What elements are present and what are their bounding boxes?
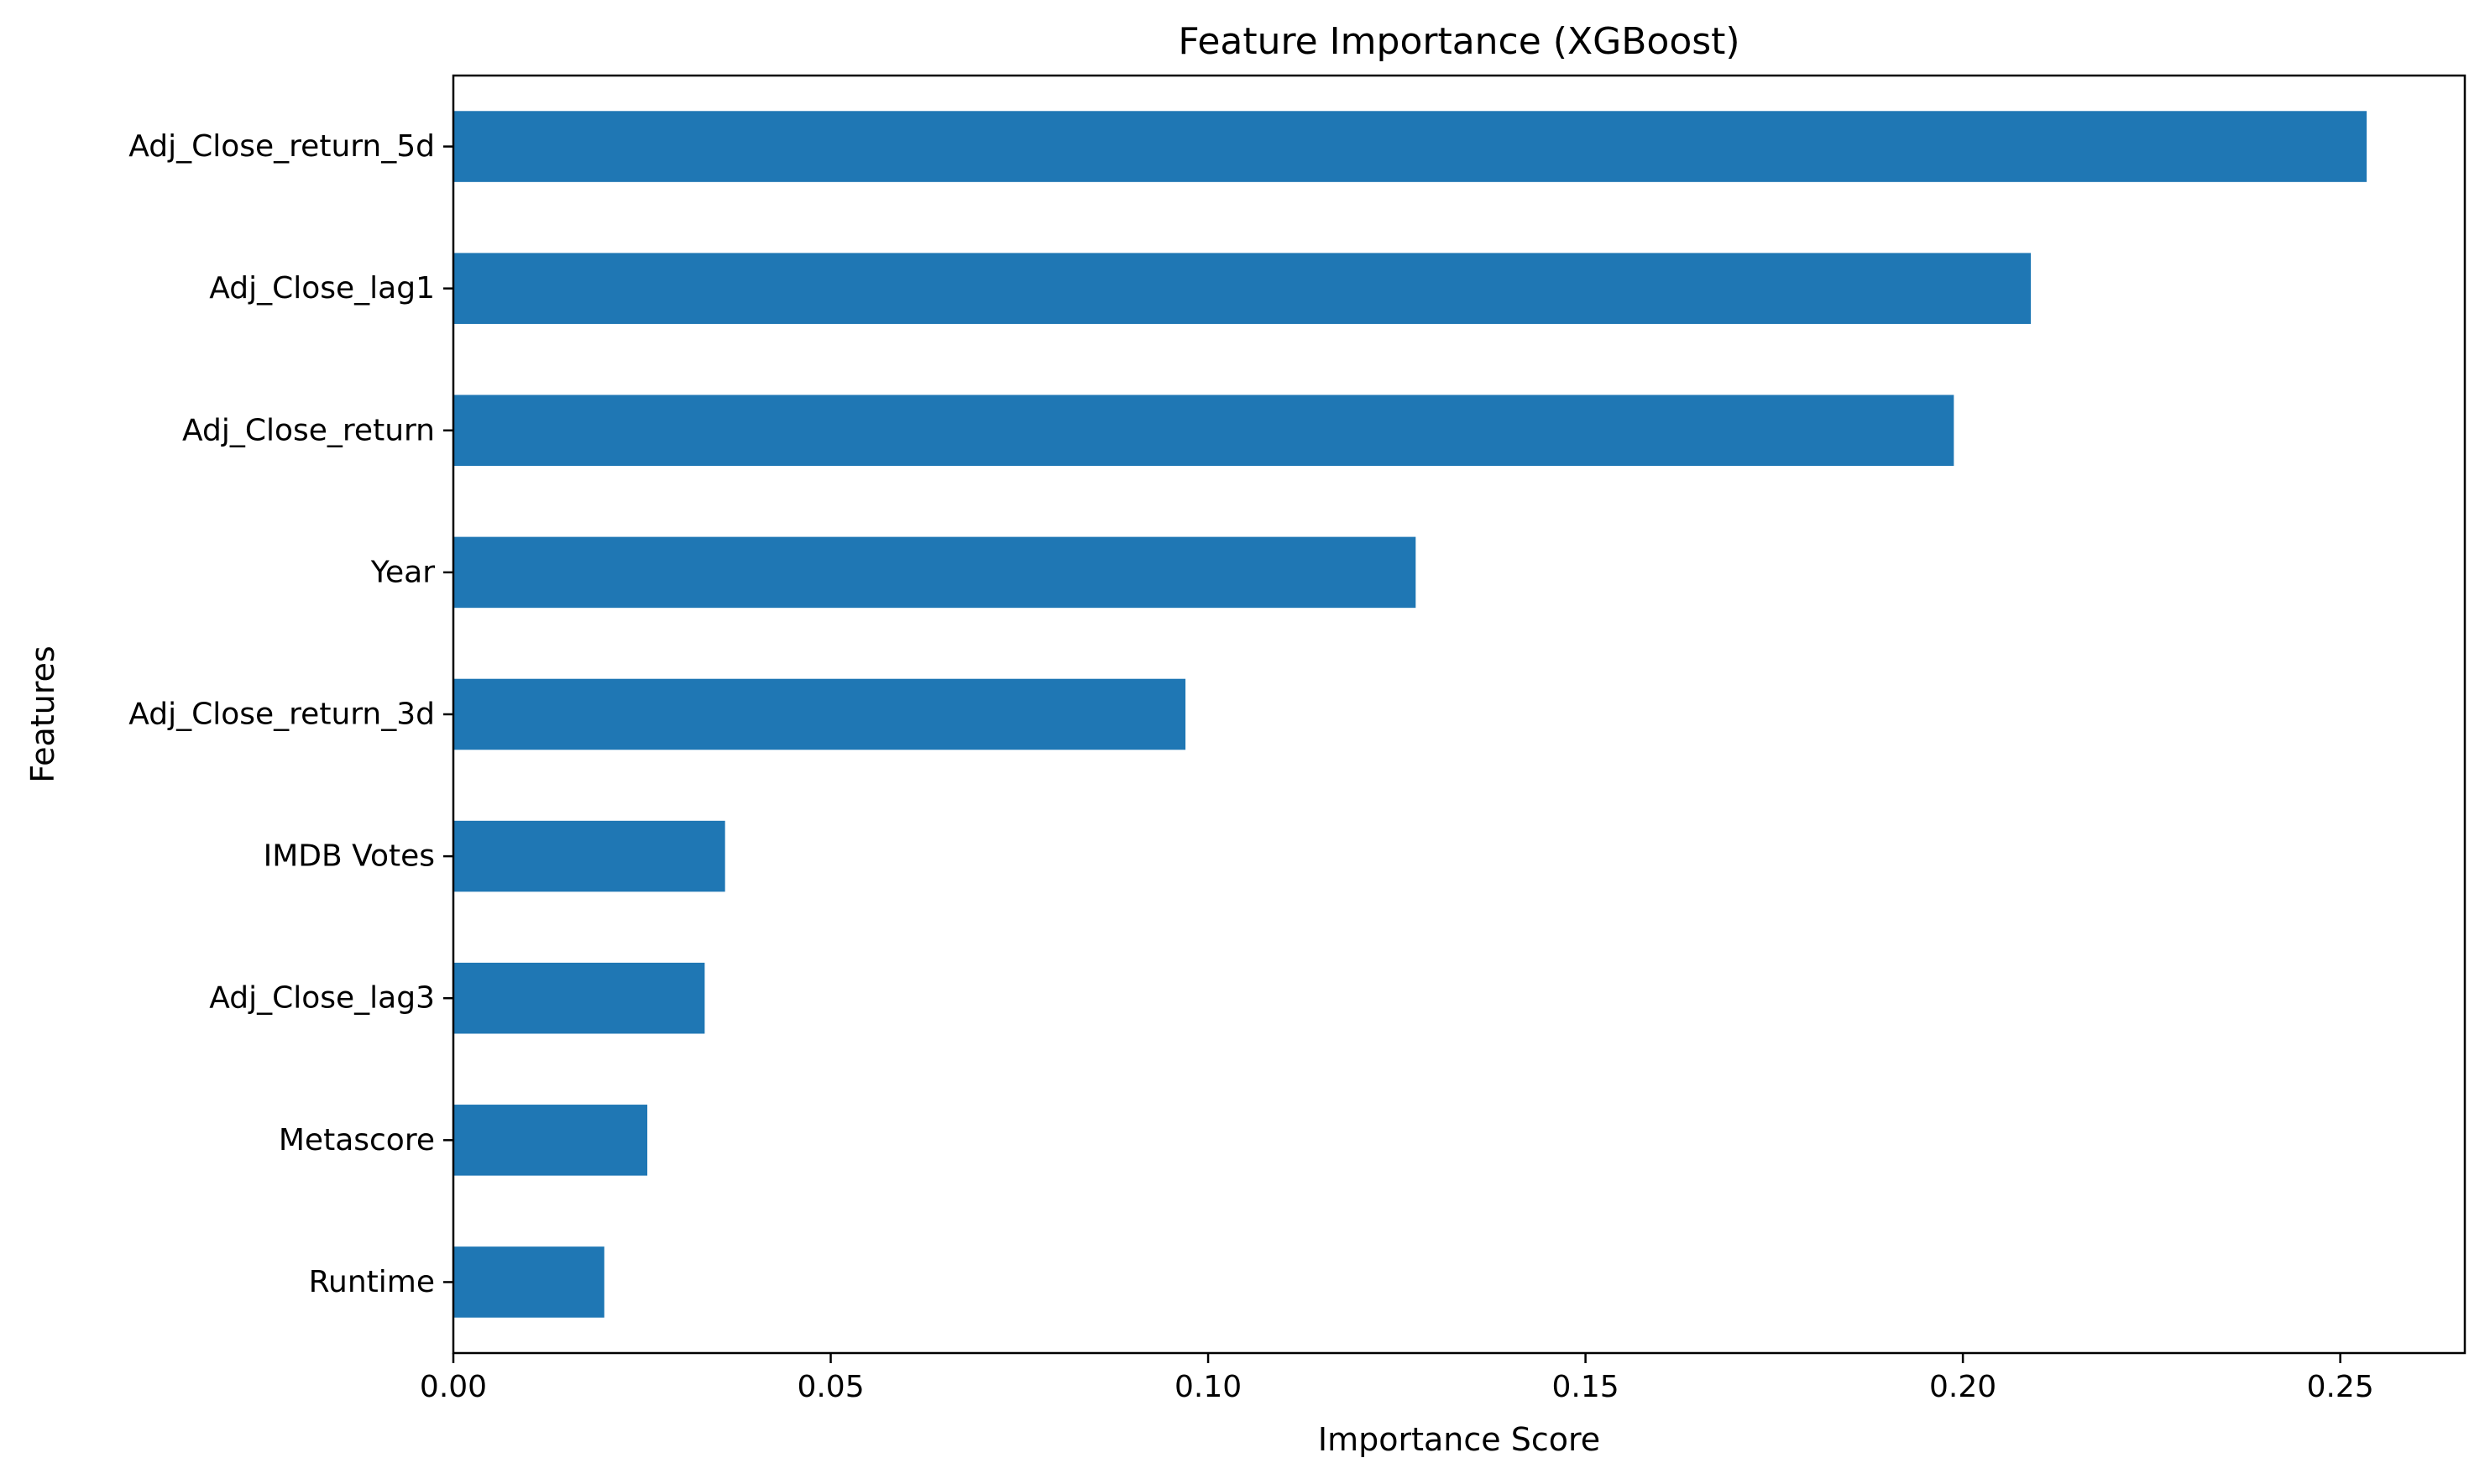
x-tick-label: 0.05 [797, 1370, 864, 1404]
bar [453, 1246, 604, 1318]
chart-title: Feature Importance (XGBoost) [1178, 20, 1739, 63]
x-tick-label: 0.00 [420, 1370, 487, 1404]
bar [453, 962, 705, 1034]
y-tick-label: Adj_Close_lag3 [209, 981, 435, 1016]
y-tick-label: Metascore [279, 1123, 435, 1157]
y-tick-label: Adj_Close_return [182, 413, 435, 447]
bar [453, 1105, 648, 1176]
bar [453, 253, 2032, 324]
x-tick-label: 0.10 [1174, 1370, 1242, 1404]
bars-group [453, 111, 2367, 1318]
x-axis-label: Importance Score [1318, 1421, 1600, 1458]
y-tick-label: Year [370, 555, 435, 589]
bar [453, 536, 1416, 609]
x-tick-label: 0.15 [1552, 1370, 1619, 1404]
y-tick-label: IMDB Votes [264, 839, 435, 874]
y-tick-label: Adj_Close_return_3d [128, 698, 435, 732]
bar [453, 395, 1954, 467]
bar [453, 111, 2367, 182]
y-axis-label: Features [24, 645, 61, 782]
x-tick-label: 0.25 [2307, 1370, 2374, 1404]
y-ticks-group: Adj_Close_return_5d Adj_Close_lag1 Adj_Clo… [128, 129, 453, 1299]
bar [453, 678, 1186, 750]
x-ticks-group: 0.00 0.05 0.10 0.15 0.20 0.25 [420, 1353, 2374, 1404]
x-tick-label: 0.20 [1929, 1370, 1996, 1404]
bar [453, 820, 725, 892]
y-tick-label: Runtime [309, 1265, 435, 1299]
plot-area-frame [452, 74, 2466, 1355]
y-tick-label: Adj_Close_lag1 [209, 271, 435, 306]
y-tick-label: Adj_Close_return_5d [128, 129, 435, 164]
